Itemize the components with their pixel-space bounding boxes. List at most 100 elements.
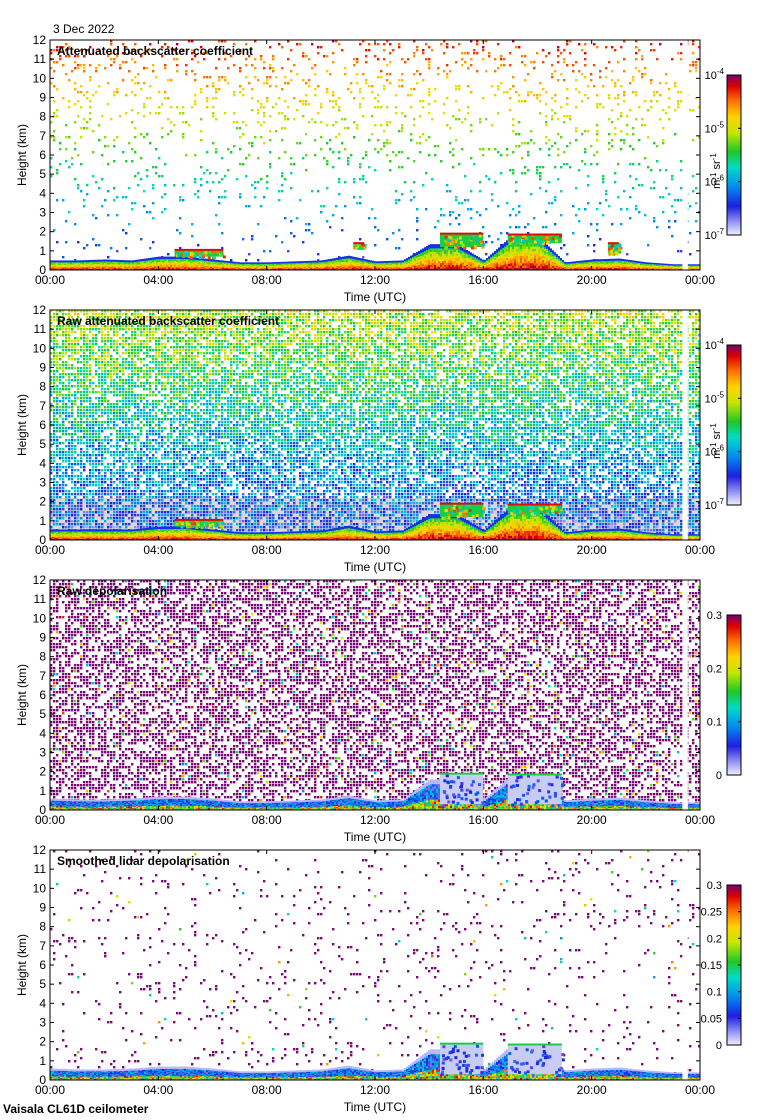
panel-title: Raw attenuated backscatter coefficient — [57, 314, 279, 328]
colorbar: 10-710-610-510-4m-1 sr-1 — [705, 337, 742, 512]
y-tick-label: 3 — [39, 1016, 46, 1030]
plot-area — [50, 850, 700, 1080]
x-tick-label: 12:00 — [360, 813, 390, 827]
colorbar-tick-label: 10-5 — [705, 390, 725, 405]
y-tick-label: 1 — [39, 1054, 46, 1068]
colorbar-gradient — [726, 344, 742, 506]
colorbar-tick-label: 10-5 — [705, 120, 725, 135]
colorbar-tick-label: 10-7 — [705, 497, 725, 512]
x-axis-label: Time (UTC) — [344, 1100, 406, 1114]
x-tick-label: 04:00 — [143, 1083, 173, 1097]
colorbar-tick-label: 0.2 — [707, 663, 722, 675]
y-tick-label: 0 — [39, 803, 46, 817]
y-tick-label: 8 — [39, 920, 46, 934]
colorbar: 10-710-610-510-4m-1 sr-1 — [705, 67, 742, 242]
x-tick-label: 16:00 — [468, 1083, 498, 1097]
y-tick-label: 5 — [39, 437, 46, 451]
x-tick-label: 16:00 — [468, 543, 498, 557]
cloud-features — [174, 502, 565, 530]
colorbar-tick-label: 0.15 — [701, 960, 722, 972]
y-tick-label: 4 — [39, 996, 46, 1010]
cloud-feature — [507, 234, 562, 244]
x-tick-label: 08:00 — [252, 1083, 282, 1097]
noise-field — [50, 850, 700, 1080]
colorbar: 0 0.1 0.2 0.3 — [707, 610, 742, 782]
x-tick-label: 00:00 — [35, 273, 65, 287]
colorbar-tick-label: 0.25 — [701, 907, 722, 919]
y-tick-label: 5 — [39, 167, 46, 181]
x-axis-label: Time (UTC) — [344, 830, 406, 844]
plot-area — [50, 310, 700, 540]
panel-2: Raw attenuated backscatter coefficient 0 1… — [15, 303, 742, 574]
x-tick-label: 20:00 — [577, 543, 607, 557]
y-axis-label: Height (km) — [15, 934, 29, 996]
x-tick-label: 16:00 — [468, 273, 498, 287]
y-tick-label: 8 — [39, 650, 46, 664]
x-tick-label: 20:00 — [577, 1083, 607, 1097]
x-tick-label: 04:00 — [143, 543, 173, 557]
colorbar: 0 0.05 0.1 0.15 0.2 0.25 0.3 — [701, 880, 742, 1052]
y-tick-label: 3 — [39, 746, 46, 760]
panels: Attenuated backscatter coefficient012345… — [15, 33, 742, 1114]
colorbar-gradient — [726, 614, 742, 776]
y-axis-label: Height (km) — [15, 664, 29, 726]
y-tick-label: 1 — [39, 514, 46, 528]
y-tick-label: 11 — [34, 322, 47, 336]
y-tick-label: 9 — [39, 91, 46, 105]
y-tick-label: 12 — [33, 303, 47, 317]
colorbar-tick-label: 10-4 — [705, 337, 725, 352]
colorbar-units: m-1 sr-1 — [709, 423, 723, 459]
x-tick-label: 16:00 — [468, 813, 498, 827]
plot-area — [50, 580, 700, 810]
panel-title: Attenuated backscatter coefficient — [57, 44, 253, 58]
y-tick-label: 2 — [39, 225, 46, 239]
y-tick-label: 2 — [39, 495, 46, 509]
x-tick-label: 00:00 — [35, 1083, 65, 1097]
plot-background — [50, 40, 700, 270]
boundary-layer — [50, 236, 700, 270]
plot-background — [50, 850, 700, 1080]
y-tick-label: 8 — [39, 110, 46, 124]
colorbar-tick-label: 0.3 — [707, 610, 722, 622]
data-gap — [682, 580, 688, 810]
x-tick-label: 00:00 — [35, 813, 65, 827]
x-tick-label: 00:00 — [685, 813, 715, 827]
y-tick-label: 4 — [39, 186, 46, 200]
y-tick-label: 6 — [39, 148, 46, 162]
noise-field — [50, 580, 700, 810]
data-gap — [682, 40, 688, 270]
x-tick-label: 12:00 — [360, 1083, 390, 1097]
y-tick-label: 1 — [39, 244, 46, 258]
date-label: 3 Dec 2022 — [53, 22, 115, 36]
x-tick-label: 00:00 — [685, 543, 715, 557]
y-tick-label: 5 — [39, 707, 46, 721]
x-tick-label: 08:00 — [252, 273, 282, 287]
y-tick-label: 7 — [39, 399, 46, 413]
x-tick-label: 08:00 — [252, 813, 282, 827]
y-tick-label: 9 — [39, 901, 46, 915]
x-tick-label: 00:00 — [35, 543, 65, 557]
y-tick-label: 11 — [34, 862, 47, 876]
y-tick-label: 5 — [39, 977, 46, 991]
cloud-features — [174, 232, 622, 260]
colorbar-tick-label: 0.2 — [707, 933, 722, 945]
colorbar-tick-label: 0.3 — [707, 880, 722, 892]
y-tick-label: 10 — [33, 611, 47, 625]
y-axis-label: Height (km) — [15, 124, 29, 186]
x-axis-label: Time (UTC) — [344, 290, 406, 304]
y-tick-label: 0 — [39, 1073, 46, 1087]
y-tick-label: 7 — [39, 129, 46, 143]
x-axis-label: Time (UTC) — [344, 560, 406, 574]
y-tick-label: 4 — [39, 726, 46, 740]
boundary-layer — [50, 506, 700, 540]
colorbar-tick-label: 0.1 — [707, 987, 722, 999]
y-tick-label: 9 — [39, 631, 46, 645]
y-tick-label: 10 — [33, 881, 47, 895]
y-tick-label: 11 — [34, 592, 47, 606]
y-tick-label: 6 — [39, 418, 46, 432]
x-tick-label: 00:00 — [685, 1083, 715, 1097]
colorbar-gradient — [726, 74, 742, 236]
y-tick-label: 3 — [39, 206, 46, 220]
